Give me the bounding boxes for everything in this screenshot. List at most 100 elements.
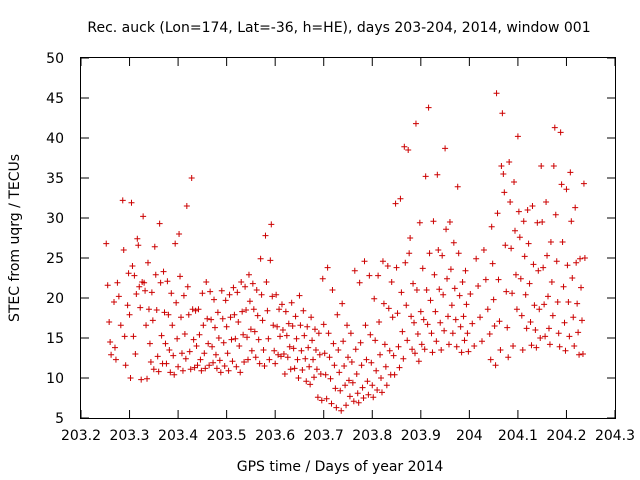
data-point xyxy=(400,355,407,362)
data-point xyxy=(329,287,336,293)
data-point xyxy=(227,314,234,321)
data-point xyxy=(161,309,168,316)
data-point xyxy=(411,319,418,326)
data-point xyxy=(554,299,561,305)
data-point xyxy=(111,299,118,305)
data-point xyxy=(287,366,294,373)
data-point xyxy=(304,323,311,330)
data-point xyxy=(247,326,254,333)
data-point xyxy=(242,283,249,290)
data-point xyxy=(524,207,531,213)
data-point xyxy=(448,302,455,309)
data-point xyxy=(552,211,559,218)
data-point xyxy=(439,252,446,259)
data-point xyxy=(445,313,452,320)
data-point xyxy=(408,313,415,320)
data-point xyxy=(386,347,393,354)
data-point xyxy=(270,322,277,329)
data-point xyxy=(255,336,262,343)
data-point xyxy=(419,265,426,272)
data-point xyxy=(171,371,178,378)
data-point xyxy=(198,367,205,374)
data-point xyxy=(420,316,427,323)
data-point xyxy=(450,239,457,246)
data-point xyxy=(578,317,585,324)
data-point xyxy=(527,319,534,325)
data-point xyxy=(322,371,329,378)
data-point xyxy=(380,300,387,307)
data-point xyxy=(436,286,443,293)
data-point xyxy=(364,378,371,385)
data-point xyxy=(402,259,409,266)
x-axis-ticks: 203.2 203.3 203.4 203.5 203.6 203.7 203.8 203.9… xyxy=(61,58,635,444)
data-point xyxy=(288,299,295,306)
data-point xyxy=(414,331,421,337)
data-point xyxy=(356,279,363,286)
data-point xyxy=(318,397,325,404)
data-point xyxy=(452,316,459,323)
data-point xyxy=(549,312,556,319)
data-point xyxy=(569,275,576,281)
data-point xyxy=(296,292,303,299)
data-point xyxy=(302,355,309,362)
data-point xyxy=(444,275,451,282)
data-point xyxy=(551,124,558,131)
y-tick-label: 5 xyxy=(55,411,64,427)
data-point xyxy=(519,347,526,353)
data-point xyxy=(178,314,185,321)
data-point xyxy=(416,219,423,226)
data-point xyxy=(510,343,517,349)
data-point xyxy=(223,323,230,330)
data-point xyxy=(362,322,369,329)
data-point xyxy=(290,345,297,352)
data-point xyxy=(553,258,560,265)
data-point xyxy=(106,319,113,325)
data-point xyxy=(210,359,217,366)
data-point xyxy=(475,283,482,289)
data-point xyxy=(359,384,366,391)
y-tick-label: 25 xyxy=(46,251,64,267)
data-point xyxy=(240,331,247,338)
data-point xyxy=(513,306,520,313)
data-point xyxy=(498,163,505,169)
data-point xyxy=(424,321,431,328)
data-point xyxy=(456,292,463,299)
data-point xyxy=(237,369,244,376)
data-point xyxy=(187,366,194,373)
data-point xyxy=(163,360,170,367)
data-point xyxy=(224,350,231,357)
data-point xyxy=(529,203,536,209)
data-point xyxy=(256,360,263,367)
data-point xyxy=(579,351,586,357)
data-point xyxy=(441,327,448,334)
data-point xyxy=(347,330,354,337)
data-point xyxy=(525,240,532,247)
data-point xyxy=(138,376,145,383)
data-point xyxy=(360,395,367,401)
data-point xyxy=(351,267,358,274)
data-point xyxy=(245,271,252,278)
data-point xyxy=(313,366,320,373)
data-point xyxy=(384,263,391,269)
data-point xyxy=(238,279,245,285)
data-point xyxy=(393,264,400,271)
data-point xyxy=(438,347,445,353)
data-point xyxy=(241,359,248,365)
data-point xyxy=(543,199,550,205)
data-point xyxy=(411,350,418,357)
data-point xyxy=(499,110,506,117)
data-point xyxy=(244,334,251,341)
data-point xyxy=(144,375,151,382)
data-point xyxy=(501,189,508,196)
data-point xyxy=(248,347,255,354)
data-point xyxy=(200,322,207,329)
data-point xyxy=(383,382,390,389)
data-point xyxy=(405,147,412,153)
data-point xyxy=(316,351,323,358)
data-point xyxy=(143,322,150,329)
data-point xyxy=(338,407,345,414)
data-point xyxy=(396,364,403,371)
data-point xyxy=(415,358,422,365)
data-point xyxy=(573,259,580,266)
data-point xyxy=(421,346,428,353)
